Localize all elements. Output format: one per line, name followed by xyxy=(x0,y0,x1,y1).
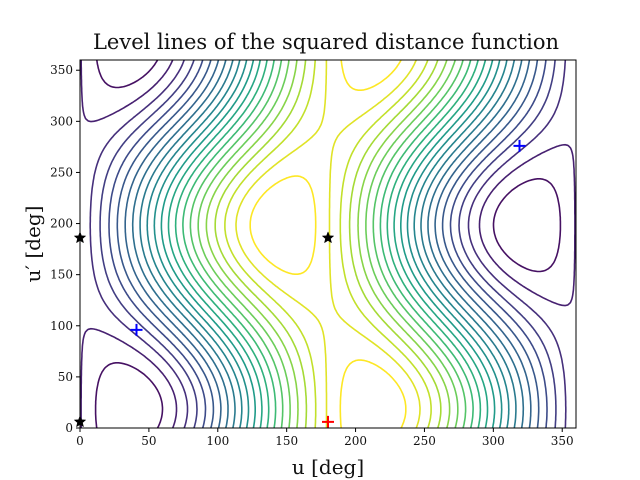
x-tick-label: 350 xyxy=(551,434,574,448)
y-tick-label: 150 xyxy=(50,268,73,282)
y-tick-label: 350 xyxy=(50,63,73,77)
x-tick-label: 200 xyxy=(344,434,367,448)
contour-level-line xyxy=(94,60,562,428)
y-axis-ticks: 0 50 100 150 200 250 300 350 xyxy=(50,63,80,435)
y-tick-label: 200 xyxy=(50,217,73,231)
contour-level-line xyxy=(214,60,442,428)
contour-level-line xyxy=(182,60,474,428)
contour-level-line xyxy=(108,60,548,428)
contour-level-line xyxy=(124,60,532,428)
x-tick-label: 300 xyxy=(482,434,505,448)
contour-level-line xyxy=(99,60,557,428)
x-tick-label: 100 xyxy=(206,434,229,448)
contour-level-line xyxy=(116,60,540,428)
y-axis-label: u′ [deg] xyxy=(21,206,45,283)
contour-level-line xyxy=(160,60,496,428)
plus-marker xyxy=(130,323,143,336)
contour-level-line xyxy=(80,60,576,428)
contour-level-line xyxy=(197,60,459,428)
x-tick-label: 50 xyxy=(141,434,156,448)
x-axis-label: u [deg] xyxy=(292,455,364,479)
star-marker xyxy=(321,231,335,244)
y-tick-label: 300 xyxy=(50,114,73,128)
contour-level-line xyxy=(139,60,517,428)
contour-level-line xyxy=(205,60,451,428)
y-tick-label: 100 xyxy=(50,319,73,333)
plot-frame xyxy=(79,59,577,429)
y-tick-label: 0 xyxy=(65,421,73,435)
y-tick-label: 250 xyxy=(50,165,73,179)
contour-level-line xyxy=(249,60,407,428)
contour-level-line xyxy=(153,60,503,428)
contour-level-line xyxy=(189,60,467,428)
chart-title: Level lines of the squared distance func… xyxy=(93,30,559,54)
y-tick-label: 50 xyxy=(58,370,73,384)
contour-level-line xyxy=(131,60,525,428)
contour-lines xyxy=(80,60,576,428)
contour-level-line xyxy=(167,60,489,428)
plus-marker xyxy=(513,139,526,152)
x-tick-label: 150 xyxy=(275,434,298,448)
x-axis-ticks: 0 50 100 150 200 250 300 350 xyxy=(76,428,574,448)
contour-level-line xyxy=(235,60,421,428)
contour-level-line xyxy=(224,60,432,428)
plus-marker xyxy=(322,415,334,428)
contour-level-line xyxy=(89,60,567,428)
contour-level-line xyxy=(174,60,482,428)
x-tick-label: 250 xyxy=(413,434,436,448)
x-tick-label: 0 xyxy=(76,434,84,448)
